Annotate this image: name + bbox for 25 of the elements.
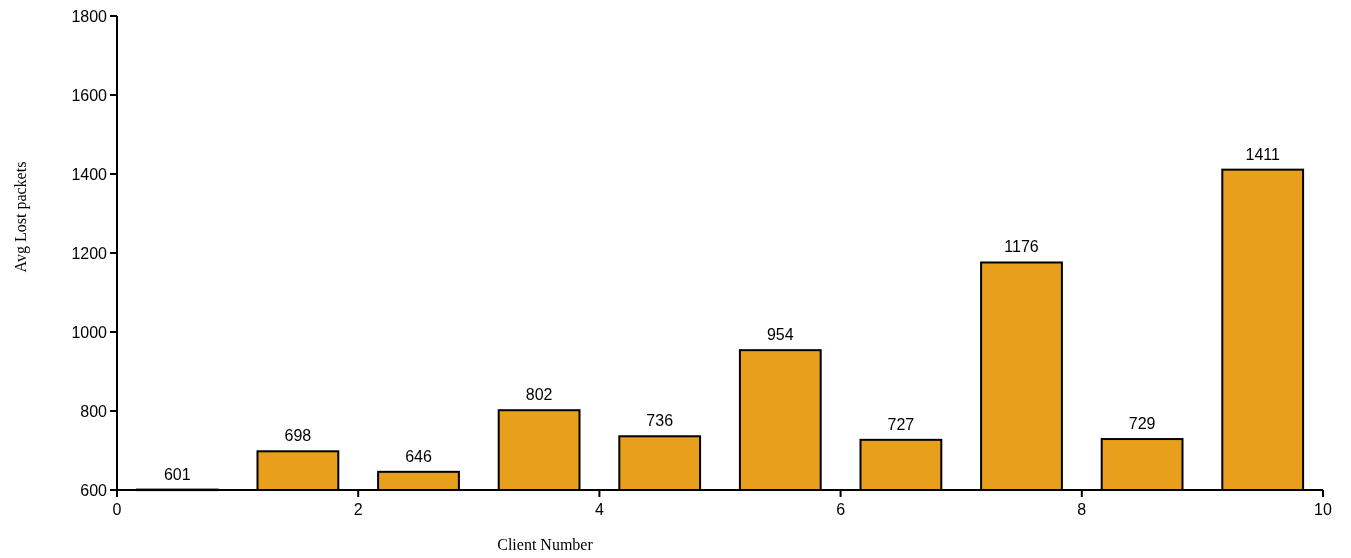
y-tick-label: 800 bbox=[80, 403, 108, 420]
data-label: 802 bbox=[525, 386, 553, 404]
x-tick-label: 0 bbox=[112, 501, 122, 518]
x-tick-label: 6 bbox=[836, 501, 846, 518]
data-label: 601 bbox=[163, 465, 191, 483]
x-tick-label: 10 bbox=[1314, 501, 1332, 518]
y-tick-label: 1200 bbox=[71, 245, 108, 262]
y-tick-label: 1600 bbox=[71, 87, 108, 104]
y-tick-label: 1000 bbox=[71, 324, 108, 341]
x-tick-label: 2 bbox=[353, 501, 363, 518]
x-tick-label: 4 bbox=[594, 501, 604, 518]
data-label: 1176 bbox=[1004, 238, 1039, 256]
x-tick-label: 8 bbox=[1077, 501, 1087, 518]
data-label: 727 bbox=[887, 415, 915, 433]
data-label: 736 bbox=[646, 412, 674, 430]
y-tick-label: 600 bbox=[80, 482, 108, 499]
data-label: 646 bbox=[405, 447, 432, 465]
data-label: 729 bbox=[1128, 415, 1156, 433]
y-tick-label: 1400 bbox=[71, 166, 108, 183]
data-label: 1411 bbox=[1245, 145, 1280, 163]
y-axis-title: Avg Lost packets bbox=[12, 161, 30, 273]
data-label: 698 bbox=[284, 427, 312, 445]
y-tick-label: 1800 bbox=[71, 8, 108, 25]
x-axis-title: Client Number bbox=[497, 536, 594, 553]
data-label: 954 bbox=[766, 326, 794, 344]
